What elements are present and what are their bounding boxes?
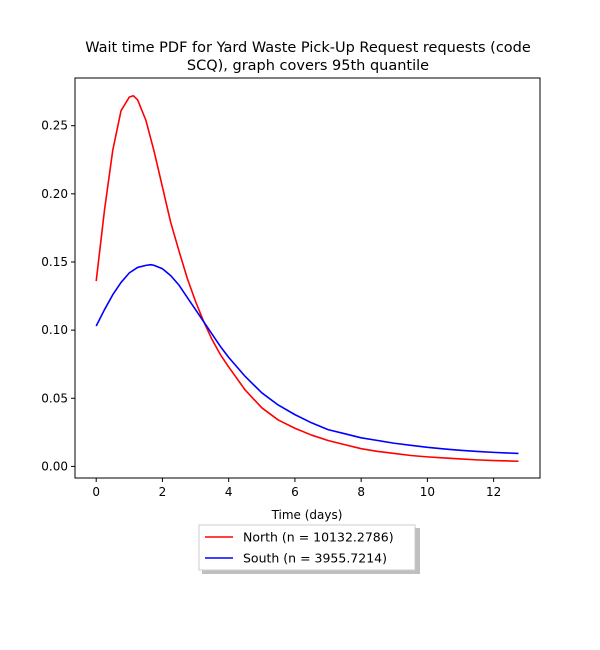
legend: North (n = 10132.2786) South (n = 3955.7…: [198, 524, 420, 574]
chart-title-line-2: SCQ), graph covers 95th quantile: [187, 58, 429, 74]
x-tick-label: 4: [225, 485, 233, 499]
x-tick-label: 2: [159, 485, 167, 499]
y-tick-label: 0.00: [41, 459, 68, 473]
y-tick-label: 0.25: [41, 119, 68, 133]
chart-title-line-1: Wait time PDF for Yard Waste Pick-Up Req…: [85, 40, 531, 56]
series-line-north: [95, 94, 519, 463]
x-tick-label: 12: [486, 485, 501, 499]
y-tick-label: 0.15: [41, 255, 68, 269]
legend-frame: [198, 524, 416, 571]
plot-area: 0 2 4 6 8 10 12 0.00 0.05 0.10 0.15 0.20 0.25: [41, 77, 541, 499]
y-tick-label: 0.10: [41, 323, 68, 337]
legend-label-north: North (n = 10132.2786): [243, 530, 394, 545]
x-tick-label: 0: [92, 485, 100, 499]
x-tick-label: 6: [291, 485, 299, 499]
series-line-south: [95, 263, 519, 455]
y-tick-label: 0.20: [41, 187, 68, 201]
x-axis-label: Time (days): [271, 508, 343, 522]
y-tick-label: 0.05: [41, 391, 68, 405]
plot-frame: [74, 77, 541, 479]
legend-label-south: South (n = 3955.7214): [243, 551, 387, 566]
x-tick-label: 10: [420, 485, 435, 499]
x-tick-label: 8: [357, 485, 365, 499]
